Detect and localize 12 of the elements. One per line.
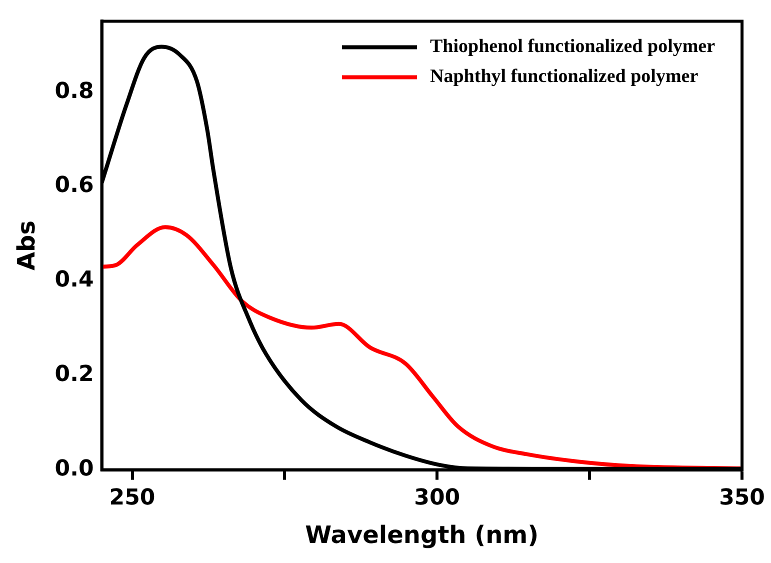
y-tick-label: 0.0 bbox=[54, 456, 94, 482]
legend-label: Thiophenol functionalized polymer bbox=[430, 36, 716, 58]
x-tick-label: 300 bbox=[414, 486, 460, 511]
x-tick-label: 350 bbox=[719, 486, 766, 511]
legend-label: Naphthyl functionalized polymer bbox=[430, 66, 699, 88]
y-tick-label: 0.2 bbox=[54, 362, 94, 388]
y-tick-label: 0.8 bbox=[54, 78, 94, 104]
x-tick-label: 250 bbox=[109, 486, 156, 511]
y-axis-title: Abs bbox=[12, 220, 41, 271]
y-tick-label: 0.6 bbox=[54, 173, 94, 198]
y-tick-label: 0.4 bbox=[54, 268, 94, 293]
x-axis-title: Wavelength (nm) bbox=[305, 520, 539, 549]
